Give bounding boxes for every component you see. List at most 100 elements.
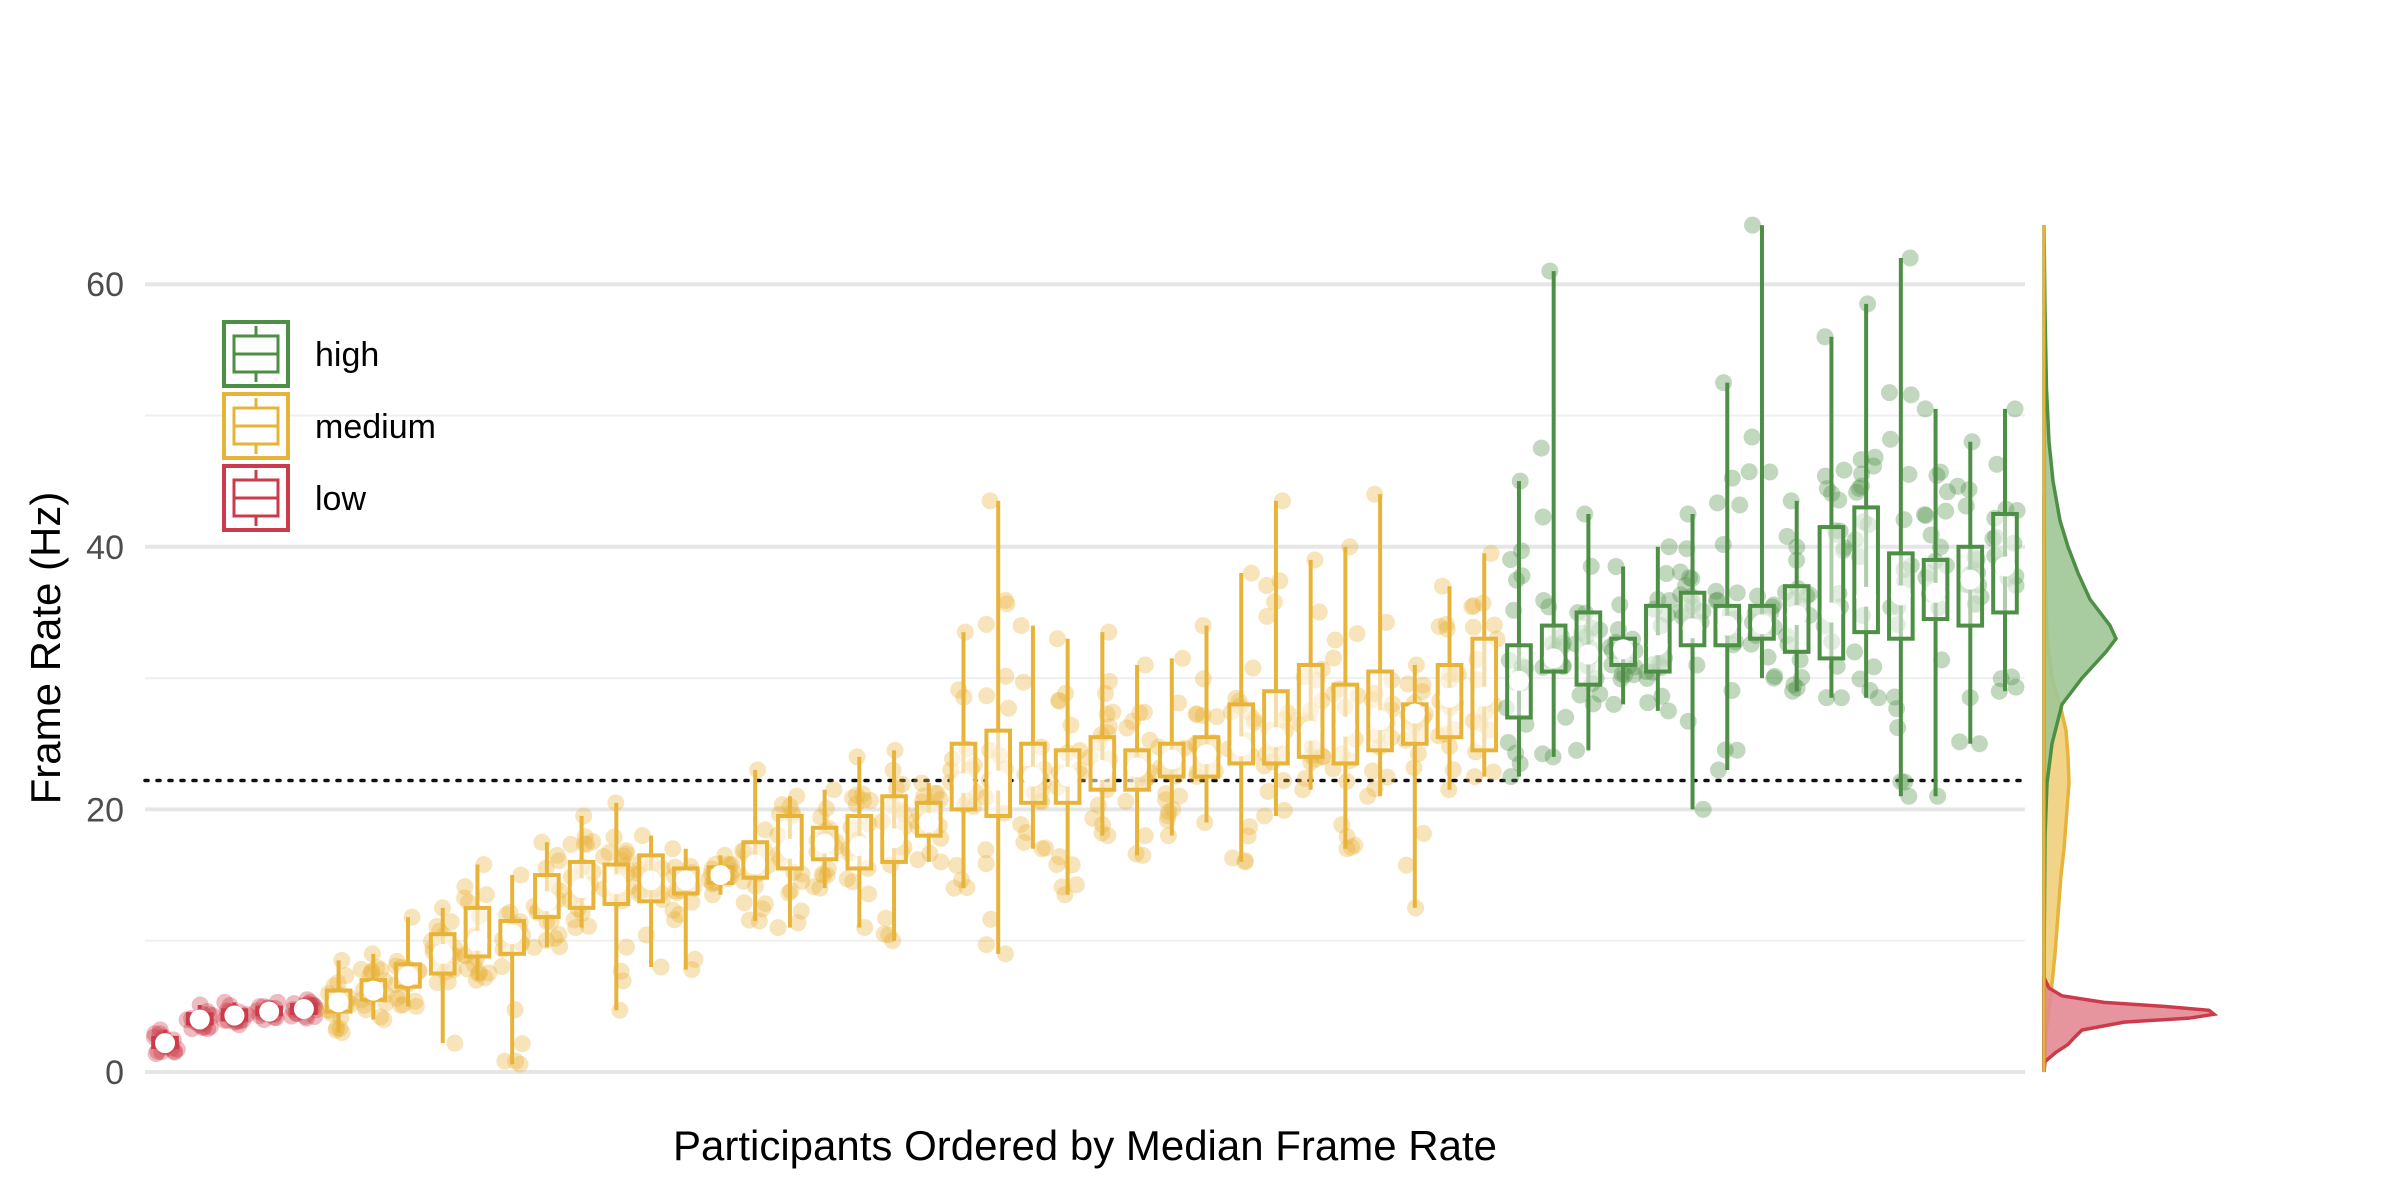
boxplot-participant — [1019, 625, 1047, 849]
data-point — [1104, 703, 1122, 721]
data-point — [2007, 678, 2025, 696]
data-point — [2003, 668, 2021, 686]
median-marker — [432, 943, 453, 964]
data-point — [848, 786, 866, 804]
data-point — [1326, 631, 1344, 649]
boxplot-participant — [1366, 494, 1394, 797]
median-marker — [1821, 602, 1842, 623]
data-point — [754, 900, 772, 918]
legend-label: medium — [315, 408, 436, 446]
data-point — [388, 989, 406, 1007]
data-point — [1677, 577, 1695, 595]
data-point — [913, 774, 931, 792]
data-point — [1916, 400, 1934, 418]
boxplot-participant — [1435, 586, 1464, 790]
median-marker — [1300, 720, 1321, 741]
median-marker — [1613, 639, 1634, 660]
data-point — [1084, 809, 1102, 827]
box — [1852, 505, 1880, 635]
data-point — [1901, 249, 1919, 267]
median-marker — [363, 980, 384, 1001]
data-point — [1865, 658, 1883, 676]
data-point — [1988, 455, 2006, 473]
data-point — [1694, 800, 1712, 818]
data-point — [1141, 731, 1159, 749]
median-marker — [1751, 614, 1772, 635]
data-point — [496, 1052, 514, 1070]
data-point — [664, 901, 682, 919]
data-point — [926, 784, 944, 802]
boxplot-participant — [880, 750, 908, 941]
data-point — [1100, 672, 1118, 690]
median-marker — [328, 992, 349, 1013]
data-point — [1502, 768, 1520, 786]
y-tick-label: 0 — [105, 1054, 124, 1092]
data-point — [617, 845, 635, 863]
data-point — [1062, 716, 1080, 734]
data-point — [670, 906, 688, 924]
boxplot-participant — [1123, 664, 1151, 856]
median-marker — [1647, 635, 1668, 656]
data-point — [1397, 856, 1415, 874]
data-point — [1067, 876, 1085, 894]
data-point — [1582, 557, 1600, 575]
data-point — [893, 775, 911, 793]
data-point — [1591, 685, 1609, 703]
data-point — [1744, 216, 1762, 234]
data-point — [1482, 544, 1500, 562]
data-point — [1242, 564, 1260, 582]
density-high — [2042, 225, 2119, 1073]
median-marker — [224, 1005, 245, 1026]
data-point — [1258, 607, 1276, 625]
data-point — [512, 866, 530, 884]
boxplot-participant — [1053, 638, 1082, 895]
data-point — [477, 886, 495, 904]
boxplot-participant — [498, 875, 526, 1065]
data-point — [909, 851, 927, 869]
median-marker — [1439, 687, 1460, 708]
median-marker — [1231, 736, 1252, 757]
y-tick-label: 60 — [86, 266, 124, 304]
data-point — [1274, 492, 1292, 510]
boxplot-participant — [1331, 546, 1360, 849]
median-marker — [745, 854, 766, 875]
median-marker — [1717, 615, 1738, 636]
data-point — [825, 781, 843, 799]
data-point — [1444, 761, 1462, 779]
boxplot-participant — [567, 815, 596, 928]
data-point — [1534, 508, 1552, 526]
median-marker — [1960, 569, 1981, 590]
data-point — [805, 878, 823, 896]
data-point — [1766, 667, 1784, 685]
median-marker — [1786, 605, 1807, 626]
median-marker — [1404, 703, 1425, 724]
data-point — [664, 840, 682, 858]
boxplot-participant — [1262, 500, 1290, 816]
data-point — [773, 796, 791, 814]
data-point — [333, 951, 351, 969]
data-point — [1036, 839, 1054, 857]
data-point — [1000, 699, 1018, 717]
median-marker — [988, 770, 1009, 791]
data-point — [996, 945, 1014, 963]
data-point — [328, 1019, 346, 1037]
boxplot-participant — [1296, 559, 1325, 790]
data-point — [575, 807, 593, 825]
grid-lines — [145, 282, 2025, 1074]
data-point — [1778, 527, 1796, 545]
boxplot-participant — [290, 998, 318, 1019]
data-point — [1033, 840, 1051, 858]
data-point — [1363, 762, 1381, 780]
boxplot-participant — [1713, 382, 1742, 771]
data-point — [446, 1034, 464, 1052]
data-point — [1929, 787, 1947, 805]
data-point — [1949, 477, 1967, 495]
median-marker — [467, 930, 488, 951]
median-marker — [1682, 618, 1703, 639]
data-point — [769, 919, 787, 937]
data-point — [1118, 719, 1136, 737]
median-marker — [1474, 686, 1495, 707]
data-point — [506, 1001, 524, 1019]
median-marker — [849, 836, 870, 857]
data-point — [1346, 836, 1364, 854]
